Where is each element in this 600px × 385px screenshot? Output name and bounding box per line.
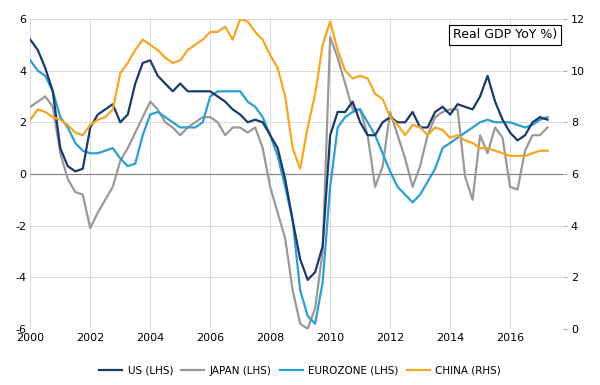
CHINA (RHS) — [94, 117, 101, 122]
EUROZONE (LHS) — [146, 112, 154, 117]
Line: US (LHS): US (LHS) — [30, 40, 548, 280]
EUROZONE (LHS) — [469, 125, 476, 130]
Line: CHINA (RHS): CHINA (RHS) — [30, 19, 548, 169]
JAPAN (LHS) — [326, 35, 334, 39]
JAPAN (LHS) — [304, 326, 311, 331]
EUROZONE (LHS) — [26, 58, 34, 63]
EUROZONE (LHS) — [311, 321, 319, 326]
CHINA (RHS) — [484, 146, 491, 151]
CHINA (RHS) — [544, 148, 551, 153]
EUROZONE (LHS) — [184, 125, 191, 130]
Line: JAPAN (LHS): JAPAN (LHS) — [30, 37, 548, 329]
US (LHS) — [26, 37, 34, 42]
US (LHS) — [319, 244, 326, 249]
US (LHS) — [304, 278, 311, 282]
JAPAN (LHS) — [319, 249, 326, 254]
JAPAN (LHS) — [146, 99, 154, 104]
JAPAN (LHS) — [26, 104, 34, 109]
US (LHS) — [476, 94, 484, 99]
CHINA (RHS) — [296, 166, 304, 171]
US (LHS) — [94, 112, 101, 117]
EUROZONE (LHS) — [544, 115, 551, 119]
CHINA (RHS) — [26, 117, 34, 122]
EUROZONE (LHS) — [319, 280, 326, 285]
US (LHS) — [184, 89, 191, 94]
JAPAN (LHS) — [544, 125, 551, 130]
CHINA (RHS) — [146, 42, 154, 47]
JAPAN (LHS) — [94, 210, 101, 215]
CHINA (RHS) — [326, 19, 334, 24]
JAPAN (LHS) — [484, 151, 491, 156]
CHINA (RHS) — [184, 48, 191, 52]
Text: Real GDP YoY %): Real GDP YoY %) — [453, 28, 557, 41]
US (LHS) — [469, 107, 476, 112]
US (LHS) — [544, 117, 551, 122]
Legend: US (LHS), JAPAN (LHS), EUROZONE (LHS), CHINA (RHS): US (LHS), JAPAN (LHS), EUROZONE (LHS), C… — [95, 362, 505, 380]
Line: EUROZONE (LHS): EUROZONE (LHS) — [30, 60, 548, 324]
JAPAN (LHS) — [244, 130, 251, 135]
CHINA (RHS) — [251, 30, 259, 34]
EUROZONE (LHS) — [476, 120, 484, 125]
US (LHS) — [146, 58, 154, 63]
CHINA (RHS) — [236, 17, 244, 21]
JAPAN (LHS) — [184, 125, 191, 130]
EUROZONE (LHS) — [94, 151, 101, 156]
